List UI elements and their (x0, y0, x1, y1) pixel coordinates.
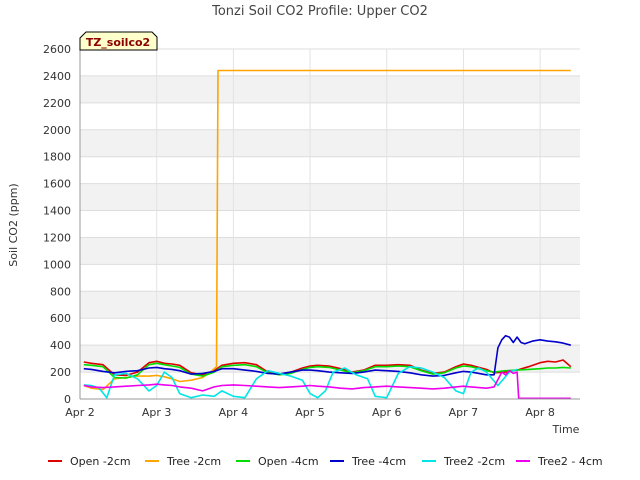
y-tick-labels: 0 200 400 600 800 1000 1200 1400 1600 1800 2000 220… (43, 43, 71, 406)
series-line-tree-4cm (83, 334, 572, 377)
x-tick-labels: Apr 2 Apr 3 Apr 4 Apr 5 Apr 6 Apr 7 Apr 8 (65, 406, 555, 419)
dataset-badge: TZ_soilco2 (79, 31, 158, 51)
legend-label: Tree2 -2cm (443, 455, 505, 468)
x-tick-label: Apr 8 (525, 406, 555, 419)
series-line-tree2-2cm (83, 365, 518, 399)
y-tick-label: 0 (64, 393, 71, 406)
series-line-tree2-4cm (83, 369, 571, 400)
legend-item: Open -2cm (48, 455, 131, 468)
plot-band (80, 237, 580, 265)
legend-label: Open -2cm (70, 455, 131, 468)
chart-title: Tonzi Soil CO2 Profile: Upper CO2 (211, 4, 428, 19)
y-tick-label: 200 (50, 366, 71, 379)
y-tick-label: 2200 (43, 97, 71, 110)
y-tick-label: 800 (50, 285, 71, 298)
x-tick-label: Apr 2 (65, 406, 95, 419)
y-tick-label: 2400 (43, 70, 71, 83)
legend-label: Open -4cm (258, 455, 319, 468)
plot-band (80, 129, 580, 157)
y-tick-label: 2600 (43, 43, 71, 56)
legend-item: Tree -4cm (330, 455, 406, 468)
y-tick-label: 1400 (43, 205, 71, 218)
y-axis-label: Soil CO2 (ppm) (7, 183, 20, 266)
series-lines (83, 69, 572, 400)
legend-item: Tree2 -2cm (422, 455, 505, 468)
x-tick-label: Apr 5 (295, 406, 325, 419)
legend-label: Tree -2cm (166, 455, 221, 468)
y-tick-label: 1800 (43, 151, 71, 164)
y-tick-label: 1600 (43, 178, 71, 191)
y-tick-label: 1200 (43, 231, 71, 244)
dataset-badge-label: TZ_soilco2 (86, 36, 150, 49)
legend: Open -2cm Tree -2cm Open -4cm Tree -4cm Tree… (48, 455, 603, 468)
y-tick-label: 400 (50, 339, 71, 352)
plot-band (80, 183, 580, 211)
y-tick-label: 2000 (43, 124, 71, 137)
plot-area (80, 49, 580, 399)
legend-item: Open -4cm (236, 455, 319, 468)
legend-item: Tree2 - 4cm (516, 455, 603, 468)
legend-item: Tree -2cm (145, 455, 221, 468)
grid-lines (79, 48, 580, 400)
x-tick-label: Apr 6 (372, 406, 402, 419)
legend-label: Tree -4cm (351, 455, 406, 468)
x-axis-label: Time (552, 423, 580, 436)
x-tick-label: Apr 7 (449, 406, 479, 419)
y-tick-label: 600 (50, 312, 71, 325)
legend-label: Tree2 - 4cm (537, 455, 603, 468)
plot-background (80, 49, 580, 399)
y-tick-label: 1000 (43, 258, 71, 271)
x-tick-label: Apr 4 (219, 406, 249, 419)
plot-band (80, 291, 580, 319)
x-tick-label: Apr 3 (142, 406, 172, 419)
plot-band (80, 75, 580, 103)
axes (79, 49, 580, 400)
